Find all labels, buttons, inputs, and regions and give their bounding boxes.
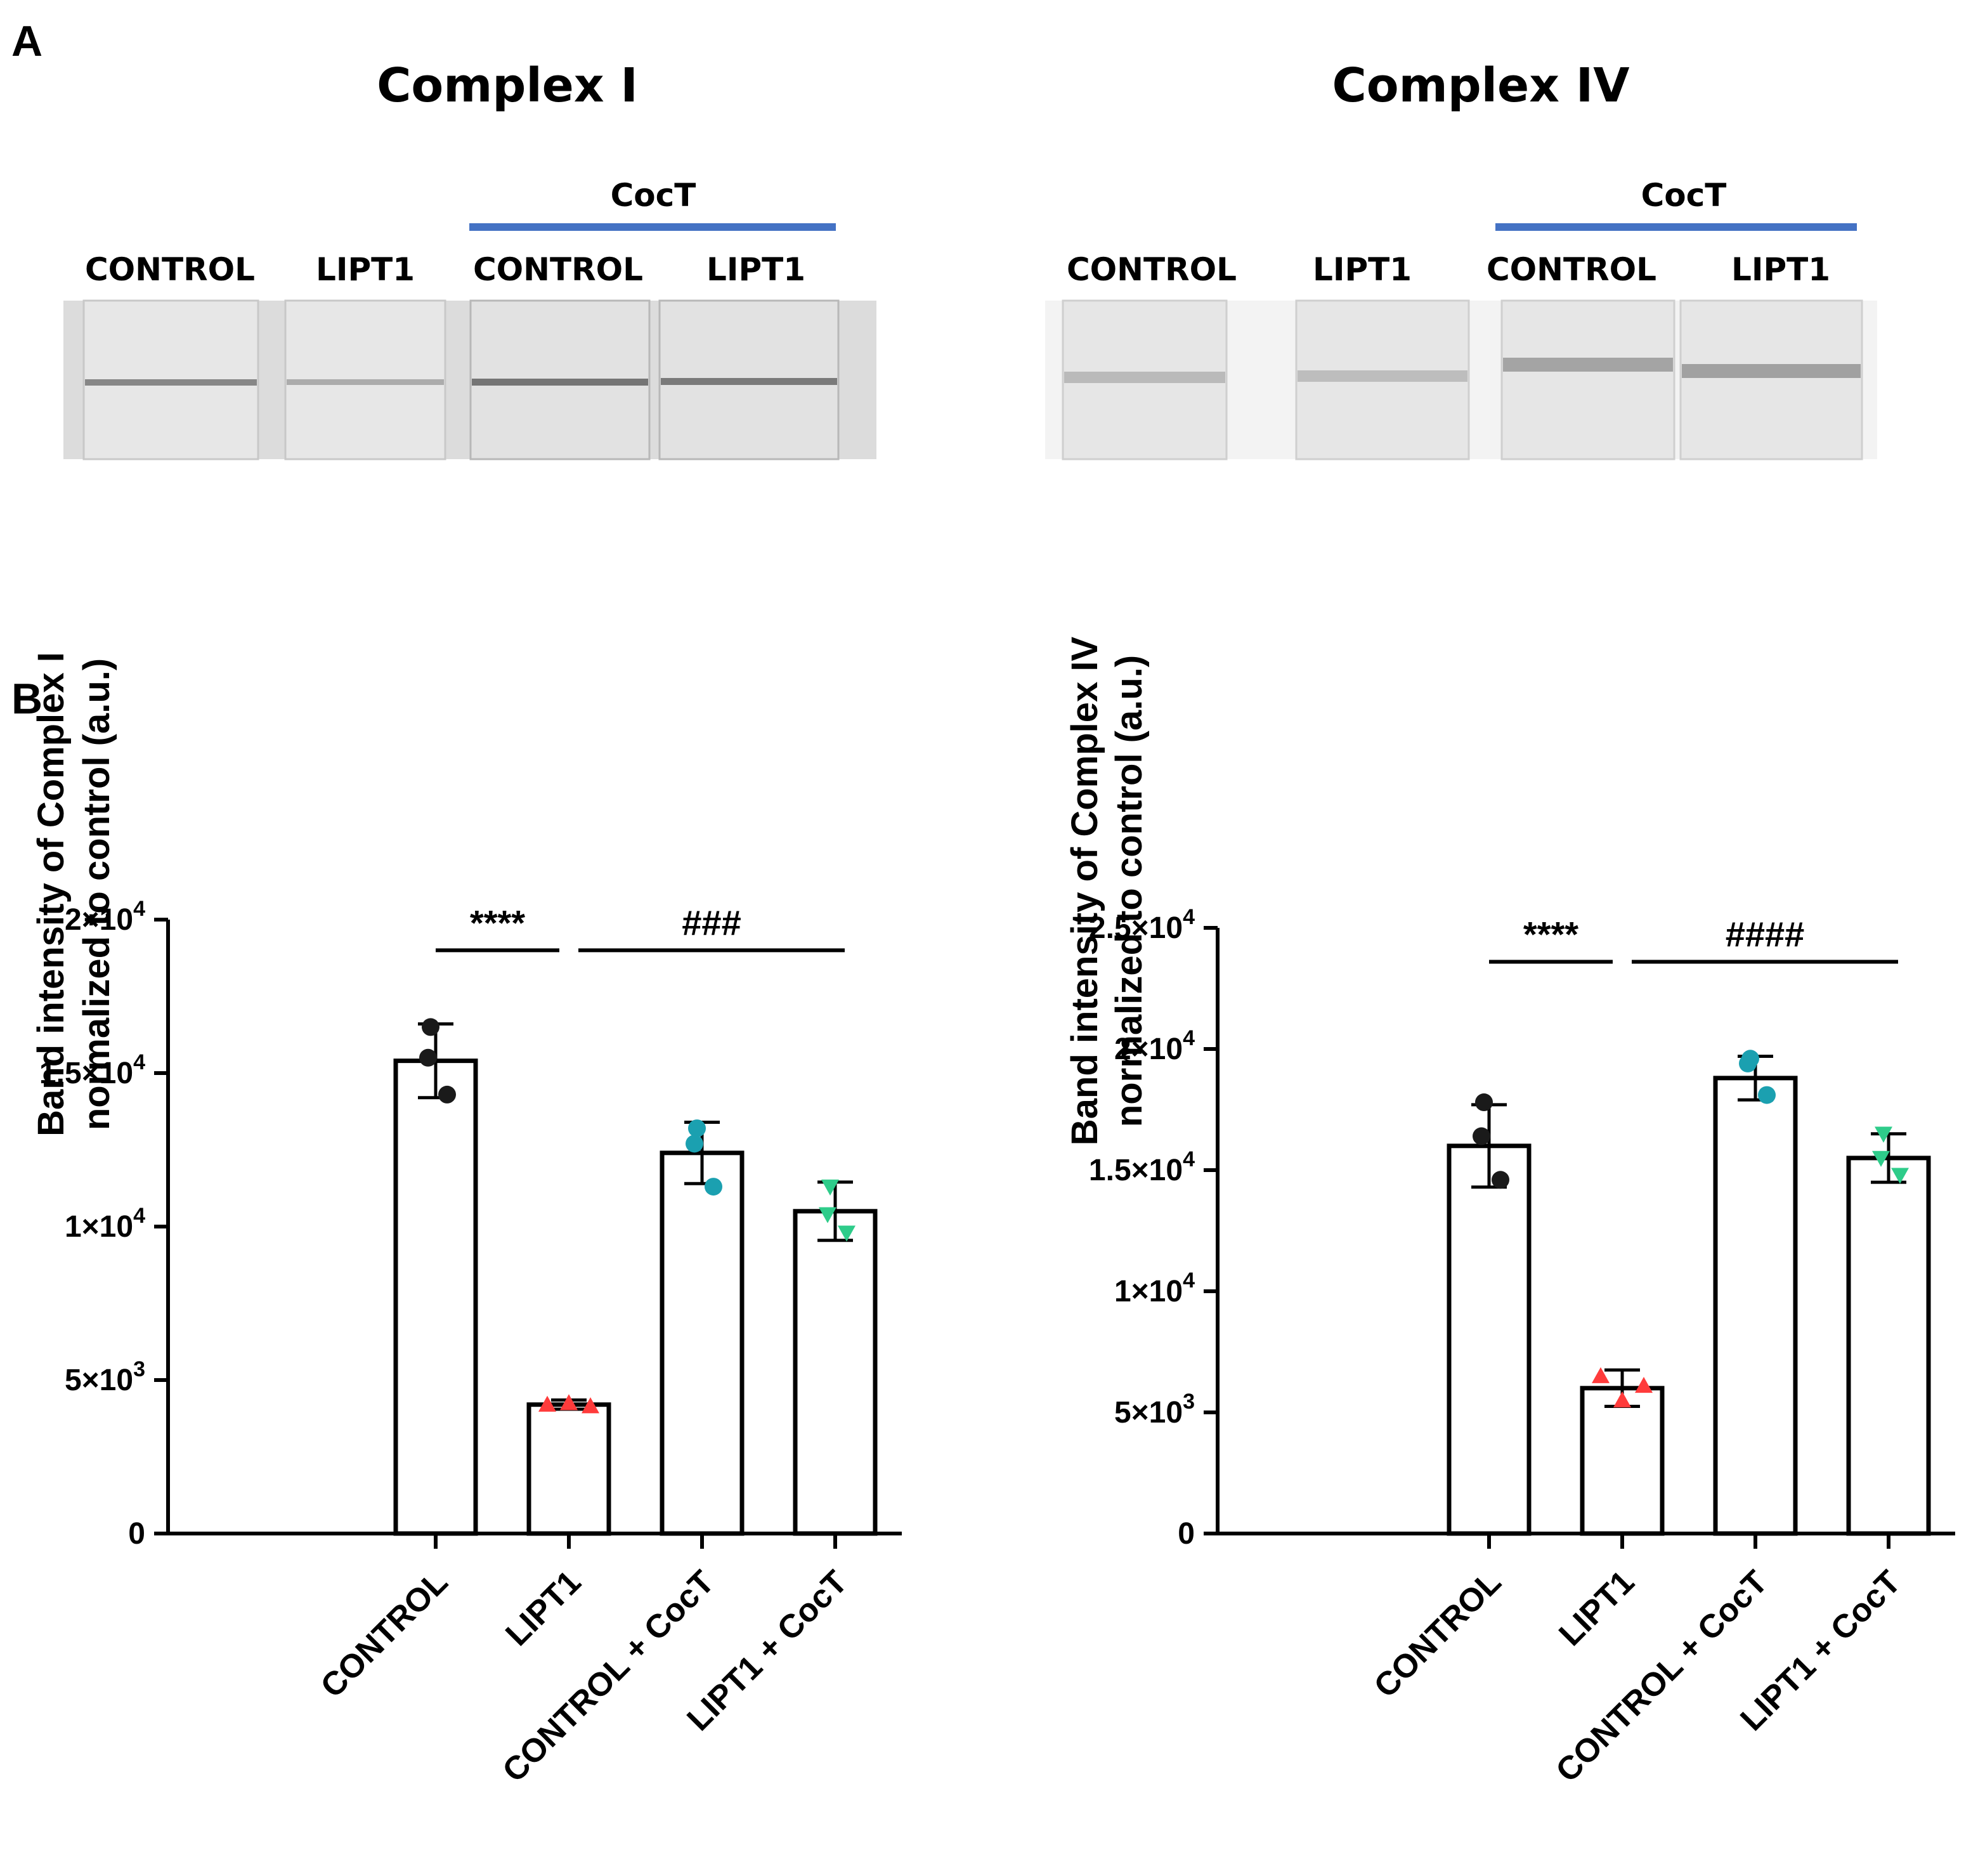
bar [1846, 1156, 1931, 1536]
panel-b-letter: B [11, 675, 42, 723]
blot-complex-i: Complex I CocT CONTROL LIPT1 CONTROL LIP… [63, 58, 876, 460]
y-tick-label: 1×104 [1114, 1268, 1195, 1308]
lane-strip [284, 299, 446, 460]
lane-label: LIPT1 [1313, 251, 1412, 288]
lane-label: LIPT1 [1731, 251, 1830, 288]
lane-strip [1062, 299, 1228, 460]
y-axis-title: normalized to control (a.u.) [1109, 655, 1150, 1127]
panel-a-letter: A [11, 17, 42, 65]
data-point [419, 1048, 437, 1067]
band-lane-1 [85, 379, 257, 386]
data-point [1872, 1150, 1890, 1167]
y-tick-label: 0 [128, 1517, 145, 1551]
bar [1580, 1386, 1665, 1536]
bar [1713, 1076, 1798, 1536]
data-point [538, 1395, 556, 1412]
y-tick-label: 1.5×104 [39, 1050, 145, 1090]
band-lane-4 [661, 378, 837, 385]
data-point [560, 1394, 578, 1410]
band-lane-2 [287, 379, 444, 385]
lane-strip [1500, 299, 1675, 460]
data-point [582, 1397, 599, 1414]
band-lane-4 [1682, 364, 1861, 378]
lane-label: CONTROL [1487, 251, 1656, 288]
data-point [1592, 1367, 1610, 1383]
y-tick-label: 2×104 [65, 897, 145, 937]
lane-label: CONTROL [473, 251, 643, 288]
lane-strip [1679, 299, 1863, 460]
y-tick-label: 1×104 [65, 1204, 145, 1244]
blot-title: Complex IV [1332, 58, 1629, 113]
chart-complex-iv: Band intensity of Complex IV normalized … [1064, 636, 1955, 1789]
data-point [821, 1179, 839, 1196]
data-point [1475, 1093, 1493, 1112]
y-axis-title: Band intensity of Complex IV [1064, 636, 1105, 1145]
x-tick-label: LIPT1 [498, 1563, 588, 1653]
y-axis-title: Band intensity of Complex I [30, 652, 72, 1137]
treatment-label: CocT [611, 177, 696, 214]
chart-complex-i: Band intensity of Complex I normalized t… [30, 652, 902, 1789]
bar [1447, 1143, 1532, 1536]
y-tick-label: 5×103 [1114, 1390, 1195, 1430]
data-point [1758, 1086, 1776, 1104]
blot-title: Complex I [377, 58, 638, 113]
data-point [1739, 1054, 1757, 1072]
data-point [686, 1135, 703, 1153]
data-point [705, 1178, 722, 1196]
lane-label: CONTROL [85, 251, 255, 288]
bar [526, 1402, 611, 1536]
significance-label: ### [682, 902, 741, 942]
data-point [422, 1018, 439, 1036]
blot-complex-iv: Complex IV CocT CONTROL LIPT1 CONTROL LI… [1045, 58, 1877, 460]
significance-label: **** [470, 902, 525, 942]
data-point [838, 1225, 856, 1242]
significance-label: #### [1726, 914, 1805, 954]
lane-label: CONTROL [1067, 251, 1237, 288]
lane-label: LIPT1 [316, 251, 415, 288]
y-tick-label: 5×103 [65, 1357, 145, 1397]
band-lane-2 [1298, 370, 1467, 382]
data-point [1875, 1126, 1892, 1143]
y-axis-title: normalized to control (a.u.) [76, 658, 117, 1130]
band-lane-1 [1064, 372, 1225, 383]
data-point [1492, 1171, 1509, 1189]
bar [660, 1150, 745, 1536]
significance-label: **** [1523, 914, 1578, 954]
data-point [688, 1119, 706, 1138]
treatment-label: CocT [1641, 177, 1727, 214]
data-point [1891, 1168, 1909, 1184]
y-tick-label: 0 [1178, 1517, 1195, 1551]
band-lane-3 [472, 379, 648, 386]
lane-label: LIPT1 [706, 251, 805, 288]
data-point [1473, 1127, 1490, 1145]
x-tick-label: CONTROL [1367, 1563, 1509, 1705]
lane-strip [1295, 299, 1470, 460]
data-point [438, 1085, 456, 1104]
x-tick-label: LIPT1 [1552, 1563, 1641, 1653]
data-point [1613, 1391, 1631, 1408]
band-lane-3 [1503, 358, 1673, 372]
y-tick-label: 2×104 [1114, 1026, 1195, 1066]
bar [793, 1209, 878, 1536]
data-point [1635, 1376, 1653, 1393]
y-tick-label: 1.5×104 [1089, 1147, 1195, 1187]
bar [393, 1059, 478, 1536]
y-tick-label: 2.5×104 [1089, 905, 1195, 945]
data-point [819, 1207, 836, 1223]
x-tick-label: CONTROL [314, 1563, 455, 1705]
